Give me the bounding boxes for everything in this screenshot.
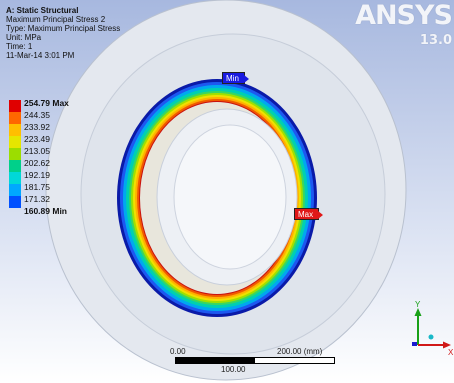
legend-color-swatch <box>9 184 21 196</box>
x-axis-label: X <box>448 348 454 357</box>
y-axis-label: Y <box>415 300 421 309</box>
scale-zero-label: 0.00 <box>170 347 186 356</box>
x-axis-arrowhead <box>443 341 451 349</box>
legend-level: 181.75 <box>24 182 50 192</box>
result-type: Type: Maximum Principal Stress <box>6 24 121 33</box>
legend-color-swatch <box>9 100 21 112</box>
scale-mid-label: 100.00 <box>221 365 246 374</box>
legend-color-swatch <box>9 172 21 184</box>
z-axis-marker <box>412 342 417 346</box>
legend-color-bar <box>9 100 21 208</box>
legend-color-swatch <box>9 196 21 208</box>
y-axis-arrowhead <box>414 308 422 316</box>
legend-level: 213.05 <box>24 146 50 156</box>
legend-level: 192.19 <box>24 170 50 180</box>
ansys-logo: ANSYS <box>355 0 453 31</box>
legend-max-label: 254.79 Max <box>24 98 69 108</box>
analysis-title: A: Static Structural <box>6 6 79 15</box>
legend-color-swatch <box>9 160 21 172</box>
legend-labels: 254.79 Max 244.35 233.92 223.49 213.05 2… <box>24 97 69 217</box>
triad-origin-sphere <box>428 334 434 340</box>
max-probe-label[interactable]: Max <box>294 208 324 220</box>
legend-min-label: 160.89 Min <box>24 206 67 216</box>
result-unit: Unit: MPa <box>6 33 42 42</box>
legend-level: 202.62 <box>24 158 50 168</box>
result-name: Maximum Principal Stress 2 <box>6 15 106 24</box>
scale-ruler: 0.00 200.00 (mm) 100.00 <box>170 347 335 378</box>
legend-color-swatch <box>9 112 21 124</box>
legend-level: 171.32 <box>24 194 50 204</box>
result-time: Time: 1 <box>6 42 33 51</box>
scale-end-label: 200.00 (mm) <box>277 347 323 356</box>
legend-level: 244.35 <box>24 110 50 120</box>
axis-triad[interactable]: Y X <box>400 300 454 362</box>
result-date: 11-Mar-14 3:01 PM <box>6 51 75 60</box>
legend-level: 233.92 <box>24 122 50 132</box>
scale-bar <box>175 357 335 364</box>
legend-color-swatch <box>9 136 21 148</box>
legend-color-swatch <box>9 148 21 160</box>
version-label: 13.0 <box>419 33 452 48</box>
result-info-panel: A: Static Structural Maximum Principal S… <box>6 6 120 60</box>
legend-level: 223.49 <box>24 134 50 144</box>
min-probe-label[interactable]: Min <box>222 72 249 84</box>
legend-color-swatch <box>9 124 21 136</box>
